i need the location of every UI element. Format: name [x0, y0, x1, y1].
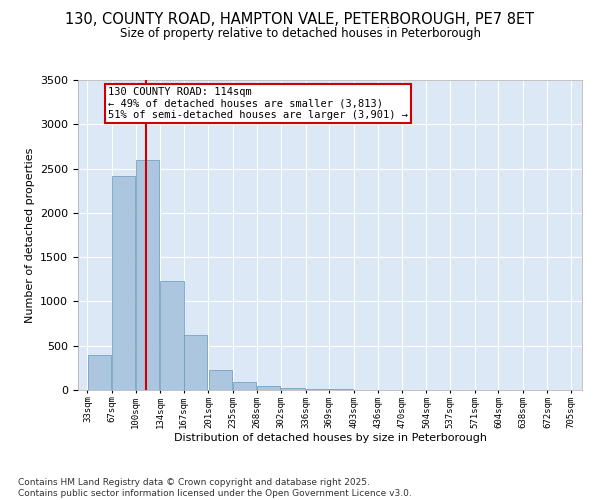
X-axis label: Distribution of detached houses by size in Peterborough: Distribution of detached houses by size … [173, 434, 487, 444]
Bar [233, 382, 256, 390]
Bar [184, 335, 208, 390]
Text: 130, COUNTY ROAD, HAMPTON VALE, PETERBOROUGH, PE7 8ET: 130, COUNTY ROAD, HAMPTON VALE, PETERBOR… [65, 12, 535, 28]
Bar [306, 389, 329, 390]
Bar [281, 388, 305, 390]
Bar [88, 356, 111, 390]
Text: 130 COUNTY ROAD: 114sqm
← 49% of detached houses are smaller (3,813)
51% of semi: 130 COUNTY ROAD: 114sqm ← 49% of detache… [108, 87, 408, 120]
Bar [160, 281, 184, 390]
Y-axis label: Number of detached properties: Number of detached properties [25, 148, 35, 322]
Bar [112, 176, 136, 390]
Bar [257, 386, 280, 390]
Text: Size of property relative to detached houses in Peterborough: Size of property relative to detached ho… [119, 28, 481, 40]
Bar [136, 160, 159, 390]
Text: Contains HM Land Registry data © Crown copyright and database right 2025.
Contai: Contains HM Land Registry data © Crown c… [18, 478, 412, 498]
Bar [209, 370, 232, 390]
